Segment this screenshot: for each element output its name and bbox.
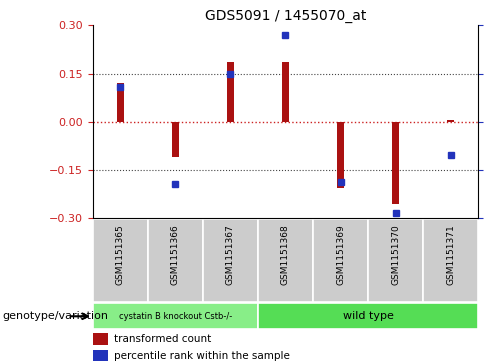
Bar — [148, 219, 203, 302]
Bar — [93, 219, 147, 302]
Bar — [227, 62, 234, 122]
Bar — [337, 122, 344, 188]
Bar — [258, 219, 313, 302]
Bar — [93, 333, 108, 345]
Text: GSM1151371: GSM1151371 — [446, 224, 455, 285]
Text: percentile rank within the sample: percentile rank within the sample — [114, 351, 290, 361]
Bar — [424, 219, 478, 302]
Text: transformed count: transformed count — [114, 334, 211, 344]
Title: GDS5091 / 1455070_at: GDS5091 / 1455070_at — [205, 9, 366, 23]
Text: GSM1151370: GSM1151370 — [391, 224, 400, 285]
Text: cystatin B knockout Cstb-/-: cystatin B knockout Cstb-/- — [119, 312, 232, 321]
Text: GSM1151365: GSM1151365 — [116, 224, 125, 285]
Bar — [313, 219, 368, 302]
Bar — [447, 120, 454, 122]
Text: genotype/variation: genotype/variation — [2, 311, 108, 321]
Bar — [392, 122, 399, 204]
Bar — [93, 303, 258, 329]
Bar — [172, 122, 179, 157]
Text: GSM1151367: GSM1151367 — [226, 224, 235, 285]
Bar — [203, 219, 258, 302]
Bar — [93, 350, 108, 361]
Text: GSM1151366: GSM1151366 — [171, 224, 180, 285]
Bar — [282, 62, 289, 122]
Text: wild type: wild type — [343, 311, 393, 321]
Bar — [258, 303, 478, 329]
Bar — [368, 219, 423, 302]
Text: GSM1151369: GSM1151369 — [336, 224, 345, 285]
Bar — [117, 83, 123, 122]
Text: GSM1151368: GSM1151368 — [281, 224, 290, 285]
